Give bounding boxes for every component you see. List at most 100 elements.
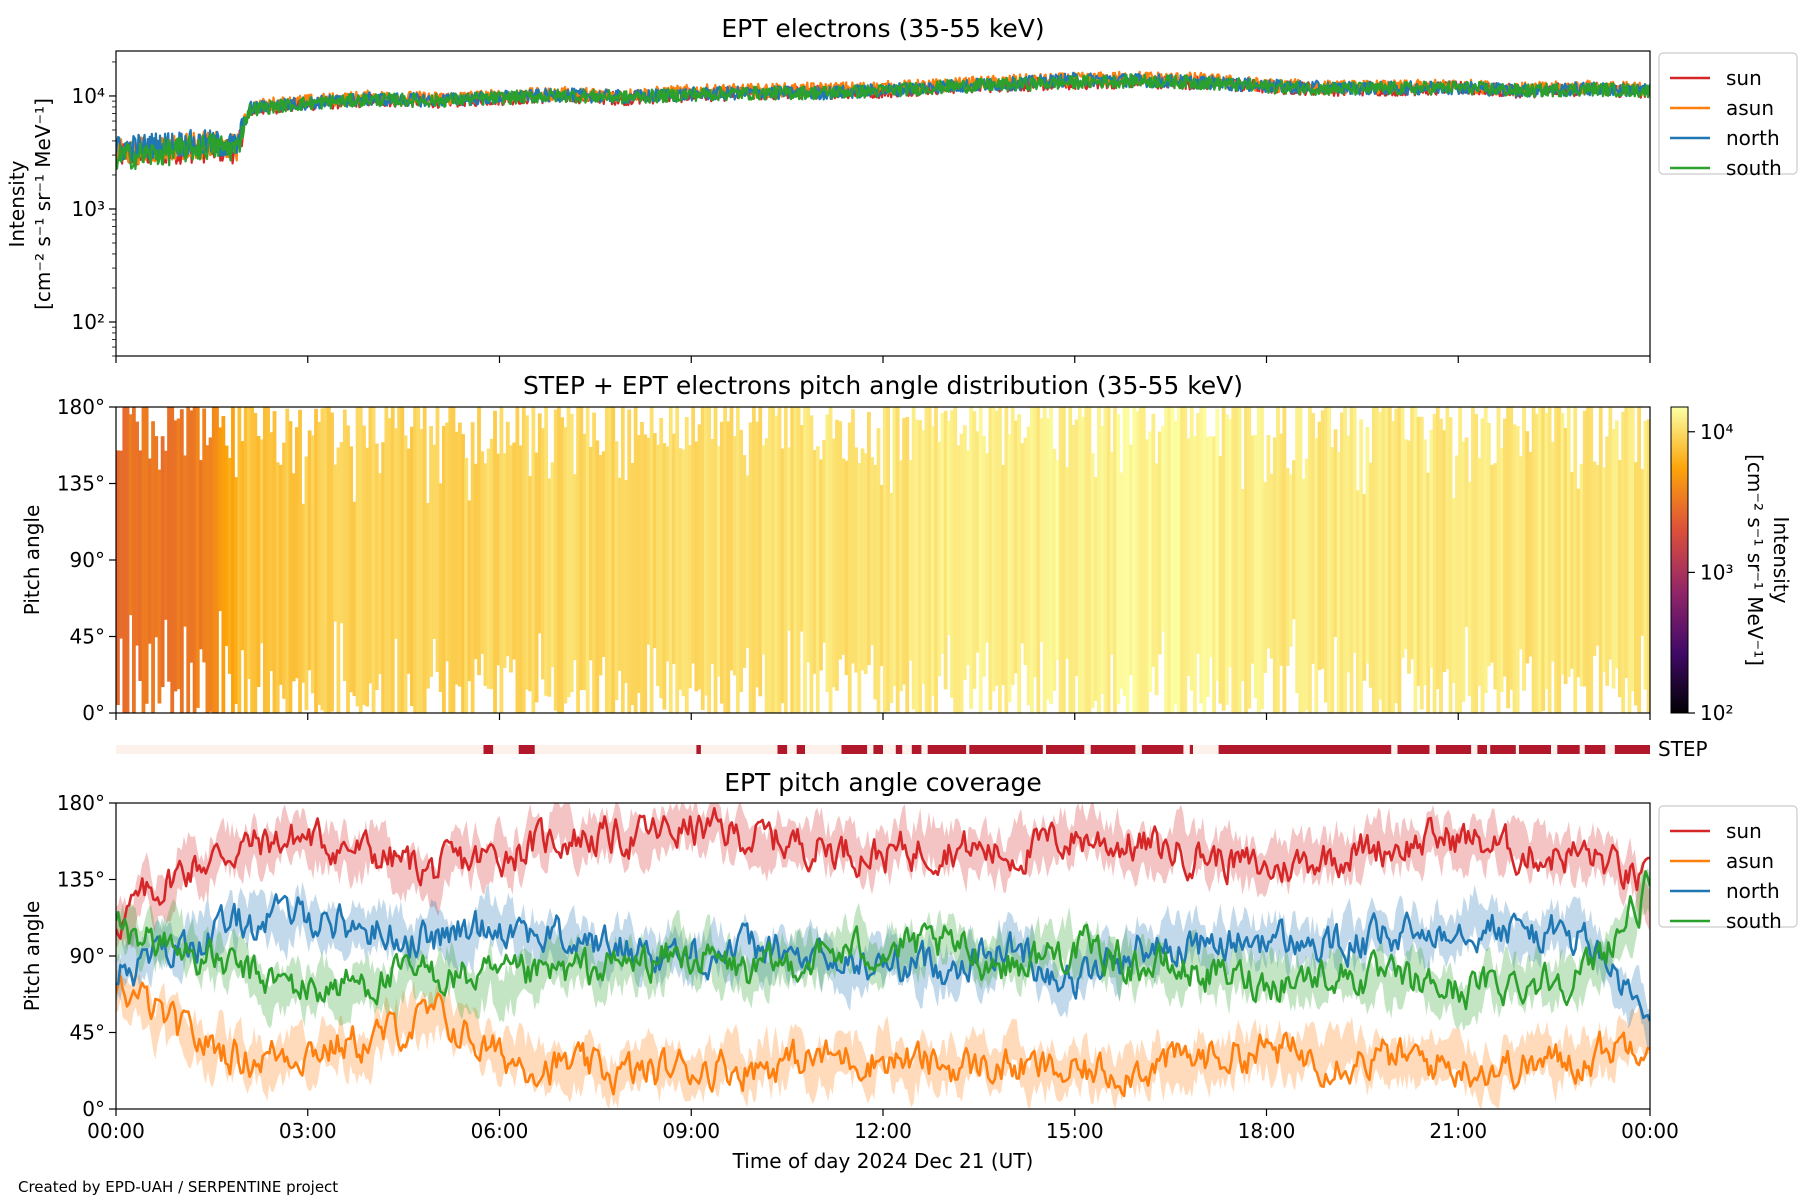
colorbar-tick-label: 10⁴ bbox=[1700, 420, 1733, 444]
pad-cell bbox=[1135, 411, 1140, 713]
pad-cell bbox=[620, 407, 625, 713]
step-available-segment bbox=[1519, 745, 1551, 754]
step-label: STEP bbox=[1658, 737, 1708, 761]
pad-cell bbox=[544, 407, 549, 696]
pad-cell bbox=[1260, 407, 1264, 710]
pad-cell bbox=[1045, 418, 1050, 700]
pad-cell bbox=[429, 426, 433, 677]
pad-cell bbox=[234, 477, 239, 704]
pad-cell bbox=[1071, 425, 1076, 713]
pad-cell bbox=[1355, 490, 1360, 712]
pad-cell bbox=[320, 408, 325, 711]
pad-cell bbox=[1480, 418, 1485, 713]
pad-cell bbox=[467, 500, 472, 682]
pad-cell bbox=[291, 473, 296, 682]
pad-cell bbox=[1637, 407, 1642, 713]
pad-cell bbox=[1400, 407, 1405, 658]
pad-cell bbox=[998, 407, 1002, 713]
pad-cell bbox=[1586, 407, 1590, 713]
pad-cell bbox=[215, 407, 219, 713]
pad-cell bbox=[1640, 469, 1645, 636]
pad-cell bbox=[972, 411, 977, 689]
pad-cell bbox=[1068, 407, 1073, 713]
pad-cell bbox=[298, 409, 302, 713]
intensity-y-ticks: 10² 10³ 10⁴ bbox=[72, 61, 116, 357]
pad-cell bbox=[403, 435, 408, 713]
pad-cell bbox=[611, 407, 616, 713]
pad-cell bbox=[1598, 407, 1603, 713]
pad-cell bbox=[473, 463, 478, 660]
pad-cell bbox=[787, 447, 791, 631]
pad-cell bbox=[624, 479, 628, 684]
pad-cell bbox=[1266, 435, 1271, 649]
step-available-segment bbox=[1189, 745, 1193, 754]
pad-cell bbox=[700, 407, 705, 710]
pad-cell bbox=[892, 407, 897, 687]
colorbar-label-units: [cm⁻² s⁻¹ sr⁻¹ MeV⁻¹] bbox=[1743, 454, 1767, 666]
pad-cell bbox=[422, 407, 427, 713]
pad-cell bbox=[1148, 431, 1153, 692]
pad-cell bbox=[157, 469, 162, 704]
pad-cell bbox=[1579, 463, 1584, 687]
pad-cell bbox=[1624, 407, 1629, 678]
pad-cell bbox=[211, 407, 216, 713]
pad-cell bbox=[831, 438, 836, 688]
pad-cell bbox=[310, 435, 315, 694]
pad-cell bbox=[633, 407, 638, 713]
step-available-segment bbox=[1584, 745, 1606, 754]
pad-cell bbox=[1493, 463, 1498, 690]
pad-cell bbox=[470, 422, 475, 713]
pad-cell bbox=[464, 457, 469, 713]
pad-cell bbox=[147, 458, 152, 644]
pad-cell bbox=[1052, 448, 1057, 691]
pad-cell bbox=[1627, 407, 1632, 713]
pad-cell bbox=[1378, 412, 1383, 700]
pad-cell bbox=[1346, 435, 1351, 673]
pad-cell bbox=[1362, 494, 1367, 681]
pad-cell bbox=[771, 407, 775, 713]
pad-cell bbox=[266, 407, 270, 713]
pad-cell bbox=[496, 453, 501, 666]
pad-cell bbox=[793, 407, 798, 713]
pad-cell bbox=[930, 426, 935, 697]
pad-cell bbox=[486, 448, 491, 689]
pad-cell bbox=[918, 420, 922, 713]
pad-cell bbox=[1218, 455, 1223, 704]
pad-cell bbox=[326, 407, 331, 713]
pad-cell bbox=[1646, 419, 1650, 713]
pad-cell bbox=[346, 425, 350, 713]
pad-cell bbox=[876, 428, 881, 713]
pad-cell bbox=[278, 464, 283, 685]
pad-cell bbox=[937, 441, 942, 677]
pad-cell bbox=[1471, 407, 1475, 713]
pad-cell bbox=[1001, 464, 1006, 685]
pad-cell bbox=[665, 446, 670, 662]
pad-cell bbox=[905, 416, 910, 713]
pad-cell bbox=[908, 460, 913, 661]
pad-cell bbox=[569, 413, 574, 693]
coverage-title: EPT pitch angle coverage bbox=[724, 768, 1042, 797]
pad-cell bbox=[131, 407, 136, 713]
pad-cell bbox=[1419, 416, 1424, 710]
pad-ylabel: Pitch angle bbox=[20, 505, 44, 616]
pad-ytick-label: 0° bbox=[82, 701, 105, 725]
pad-cell bbox=[247, 407, 251, 679]
pad-cell bbox=[742, 455, 747, 668]
pad-cell bbox=[643, 434, 648, 713]
pad-cell bbox=[582, 433, 587, 691]
intensity-lines bbox=[116, 70, 1650, 171]
pad-cell bbox=[1413, 407, 1418, 713]
pad-cell bbox=[394, 428, 398, 639]
pad-ytick-label: 90° bbox=[70, 548, 105, 572]
pad-cell bbox=[1336, 451, 1341, 713]
pad-cell bbox=[1487, 423, 1491, 667]
pad-cell bbox=[1499, 448, 1504, 693]
pad-cell bbox=[758, 407, 763, 697]
intensity-legend-label-sun: sun bbox=[1726, 66, 1762, 90]
pad-cell bbox=[483, 463, 488, 686]
pad-cell bbox=[1394, 408, 1399, 704]
pad-cell bbox=[796, 407, 801, 713]
pad-cell bbox=[1496, 407, 1501, 713]
pad-cell bbox=[1173, 420, 1178, 705]
